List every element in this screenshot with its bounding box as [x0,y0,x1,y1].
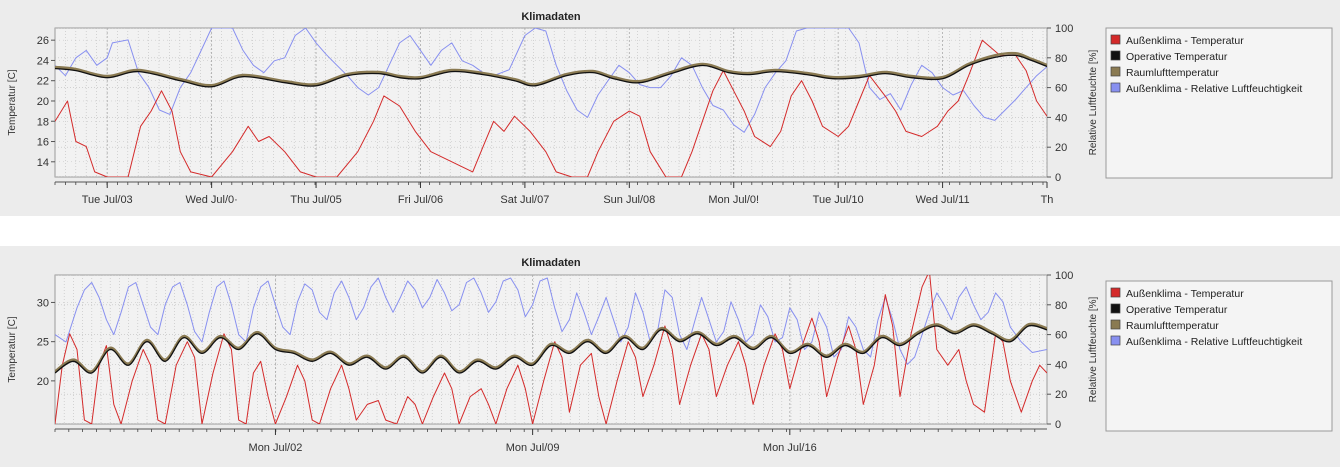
series-line-2 [55,51,1047,87]
legend-label-0: Außenklima - Temperatur [1126,288,1244,300]
panel-divider [0,216,1340,246]
y2-tick-label: 20 [1055,142,1067,154]
legend-swatch-3 [1110,82,1121,93]
y2-tick-label: 80 [1055,53,1067,65]
y-tick-label: 25 [37,337,49,349]
legend-label-0: Außenklima - Temperatur [1126,35,1244,47]
climate-chart-2: Klimadaten 20 25 30 0 20 40 60 80 100 Temperatur [… [7,257,1333,454]
y-tick-label: 20 [37,96,49,108]
x-tick-label: Wed Jul/0· [185,194,237,206]
y-tick-label: 24 [37,55,49,67]
y2-tick-label: 0 [1055,172,1061,184]
y2-tick-label: 40 [1055,359,1067,371]
y2-tick-label: 100 [1055,270,1073,282]
climate-chart-1: Klimadaten 16 18 20 22 24 26 14 0 20 40 60 80 100 Temp… [7,11,1333,206]
legend-swatch-3 [1110,335,1121,346]
y-tick-label: 22 [37,76,49,88]
legend-swatch-2 [1110,66,1121,77]
legend-swatch-0 [1110,34,1121,45]
y2-axis-label: Relative Luftfeuchte [%] [1088,49,1099,155]
chart-title: Klimadaten [521,257,581,269]
x-tick-label: Tue Jul/10 [813,194,864,206]
y-tick-label: 16 [37,137,49,149]
y2-tick-label: 60 [1055,330,1067,342]
y-axis-label: Temperatur [C] [7,69,18,135]
legend-label-3: Außenklima - Relative Luftfeuchtigkeit [1126,336,1302,348]
plot-area [54,274,1048,425]
y2-tick-label: 40 [1055,112,1067,124]
plot-area [54,27,1048,178]
legend-swatch-0 [1110,287,1121,298]
legend-label-3: Außenklima - Relative Luftfeuchtigkeit [1126,83,1302,95]
x-tick-label: Thu Jul/05 [290,194,341,206]
legend-swatch-1 [1110,303,1121,314]
grid-lines [55,275,1047,424]
y-tick-label: 30 [37,297,49,309]
series-group [55,275,1047,424]
x-tick-label: Mon Jul/02 [249,442,303,454]
series-group [55,28,1047,177]
x-tick-label: Th [1041,194,1054,206]
legend-box [1105,27,1333,179]
series-line-3 [55,277,1047,365]
x-tick-label: Mon Jul/09 [506,442,560,454]
x-tick-label: Sat Jul/07 [500,194,549,206]
series-line-3 [55,28,1047,133]
legend-label-2: Raumlufttemperatur [1126,320,1219,332]
legend-label-1: Operative Temperatur [1126,304,1228,316]
y2-tick-label: 60 [1055,83,1067,95]
series-line-0 [55,39,1047,177]
grid-lines [55,28,1047,177]
legend-swatch-1 [1110,50,1121,61]
x-tick-label: Wed Jul/11 [916,194,970,206]
series-line-2 [55,322,1047,373]
series-line-0 [55,275,1047,424]
series-line-1 [55,324,1047,374]
x-tick-label: Mon Jul/16 [763,442,817,454]
x-tick-label: Fri Jul/06 [398,194,443,206]
y2-tick-label: 80 [1055,300,1067,312]
y2-axis-label: Relative Luftfeuchte [%] [1088,296,1099,402]
y2-tick-label: 20 [1055,389,1067,401]
chart-title: Klimadaten [521,11,581,23]
x-tick-label: Mon Jul/0! [708,194,759,206]
chart-panel-2: Klimadaten 20 25 30 0 20 40 60 80 100 Temperatur [… [0,246,1340,467]
legend-label-1: Operative Temperatur [1126,51,1228,63]
legend-swatch-2 [1110,319,1121,330]
y2-tick-label: 100 [1055,23,1073,35]
y-tick-label: 18 [37,116,49,128]
series-line-1 [55,54,1047,88]
x-tick-label: Tue Jul/03 [82,194,133,206]
legend-label-2: Raumlufttemperatur [1126,67,1219,79]
y-axis-label: Temperatur [C] [7,316,18,382]
y-tick-label: 26 [37,35,49,47]
x-tick-label: Sun Jul/08 [603,194,655,206]
legend-box [1105,280,1333,432]
y-tick-label: 14 [37,157,49,169]
y2-tick-label: 0 [1055,419,1061,431]
chart-panel-1: Klimadaten 16 18 20 22 24 26 14 0 20 40 60 80 100 Temp… [0,0,1340,216]
y-tick-label: 20 [37,376,49,388]
